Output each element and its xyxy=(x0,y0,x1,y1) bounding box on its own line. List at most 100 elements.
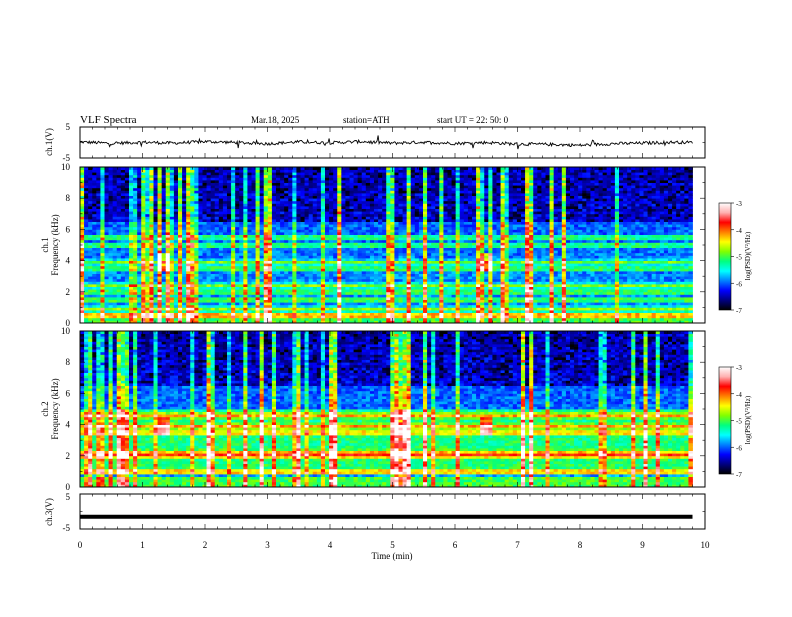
spectrogram-cell xyxy=(207,198,211,201)
spectrogram-cell xyxy=(276,305,280,308)
spectrogram-cell xyxy=(92,248,96,251)
spectrogram-cell xyxy=(141,237,145,240)
spectrogram-cell xyxy=(350,318,354,321)
spectrogram-cell xyxy=(247,268,251,271)
spectrogram-cell xyxy=(92,203,96,206)
spectrogram-cell xyxy=(243,216,247,219)
spectrogram-cell xyxy=(207,180,211,183)
spectrogram-cell xyxy=(313,201,317,204)
spectrogram-cell xyxy=(345,216,349,219)
spectrogram-cell xyxy=(288,216,292,219)
spectrogram-cell xyxy=(247,170,251,173)
spectrogram-cell xyxy=(272,287,276,290)
spectrogram-cell xyxy=(170,172,174,175)
spectrogram-cell xyxy=(403,237,407,240)
spectrogram-cell xyxy=(362,284,366,287)
spectrogram-cell xyxy=(252,193,256,196)
spectrogram-cell xyxy=(215,224,219,227)
spectrogram-cell xyxy=(227,284,231,287)
spectrogram-cell xyxy=(325,287,329,290)
spectrogram-cell xyxy=(113,190,117,193)
spectrogram-cell xyxy=(325,198,329,201)
spectrogram-cell xyxy=(80,271,84,274)
spectrogram-cell xyxy=(313,232,317,235)
spectrogram-cell xyxy=(182,274,186,277)
spectrogram-cell xyxy=(154,242,158,245)
spectrogram-cell xyxy=(394,190,398,193)
spectrogram-cell xyxy=(178,193,182,196)
spectrogram-cell xyxy=(407,227,411,230)
spectrogram-cell xyxy=(394,266,398,269)
spectrogram-cell xyxy=(280,315,284,318)
spectrogram-cell xyxy=(215,300,219,303)
spectrogram-cell xyxy=(84,177,88,180)
spectrogram-cell xyxy=(211,201,215,204)
spectrogram-cell xyxy=(399,274,403,277)
spectrogram-cell xyxy=(309,216,313,219)
spectrogram-cell xyxy=(362,222,366,225)
spectrogram-cell xyxy=(407,198,411,201)
spectrogram-cell xyxy=(113,227,117,230)
spectrogram-cell xyxy=(313,222,317,225)
spectrogram-cell xyxy=(272,279,276,282)
spectrogram-cell xyxy=(321,206,325,209)
spectrogram-cell xyxy=(313,307,317,310)
spectrogram-cell xyxy=(166,245,170,248)
spectrogram-cell xyxy=(239,307,243,310)
spectrogram-cell xyxy=(292,240,296,243)
spectrogram-cell xyxy=(382,235,386,238)
spectrogram-cell xyxy=(305,240,309,243)
spectrogram-cell xyxy=(329,255,333,258)
spectrogram-cell xyxy=(88,206,92,209)
spectrogram-cell xyxy=(333,190,337,193)
spectrogram-cell xyxy=(117,175,121,178)
spectrogram-cell xyxy=(198,268,202,271)
spectrogram-cell xyxy=(145,172,149,175)
spectrogram-cell xyxy=(329,175,333,178)
spectrogram-cell xyxy=(166,302,170,305)
spectrogram-cell xyxy=(313,297,317,300)
spectrogram-cell xyxy=(305,180,309,183)
spectrogram-cell xyxy=(362,300,366,303)
spectrogram-cell xyxy=(366,263,370,266)
spectrogram-cell xyxy=(374,229,378,232)
spectrogram-cell xyxy=(354,170,358,173)
spectrogram-cell xyxy=(305,281,309,284)
spectrogram-cell xyxy=(301,183,305,186)
spectrogram-cell xyxy=(207,240,211,243)
spectrogram-cell xyxy=(301,177,305,180)
spectrogram-cell xyxy=(313,240,317,243)
spectrogram-cell xyxy=(362,310,366,313)
spectrogram-cell xyxy=(198,185,202,188)
spectrogram-cell xyxy=(141,263,145,266)
spectrogram-cell xyxy=(129,219,133,222)
spectrogram-cell xyxy=(407,297,411,300)
spectrogram-cell xyxy=(350,276,354,279)
spectrogram-cell xyxy=(145,300,149,303)
spectrogram-cell xyxy=(207,313,211,316)
spectrogram-cell xyxy=(284,245,288,248)
spectrogram-cell xyxy=(252,172,256,175)
spectrogram-cell xyxy=(145,245,149,248)
spectrogram-cell xyxy=(162,276,166,279)
spectrogram-cell xyxy=(145,307,149,310)
spectrogram-cell xyxy=(333,315,337,318)
spectrogram-cell xyxy=(382,214,386,217)
spectrogram-cell xyxy=(394,216,398,219)
spectrogram-cell xyxy=(223,232,227,235)
spectrogram-cell xyxy=(121,185,125,188)
spectrogram-cell xyxy=(109,261,113,264)
spectrogram-cell xyxy=(272,289,276,292)
spectrogram-cell xyxy=(121,190,125,193)
spectrogram-cell xyxy=(325,232,329,235)
spectrogram-cell xyxy=(129,203,133,206)
spectrogram-cell xyxy=(96,201,100,204)
spectrogram-cell xyxy=(370,227,374,230)
spectrogram-cell xyxy=(370,209,374,212)
spectrogram-cell xyxy=(231,307,235,310)
spectrogram-cell xyxy=(333,227,337,230)
spectrogram-cell xyxy=(96,185,100,188)
spectrogram-cell xyxy=(198,183,202,186)
spectrogram-cell xyxy=(366,193,370,196)
spectrogram-cell xyxy=(309,209,313,212)
